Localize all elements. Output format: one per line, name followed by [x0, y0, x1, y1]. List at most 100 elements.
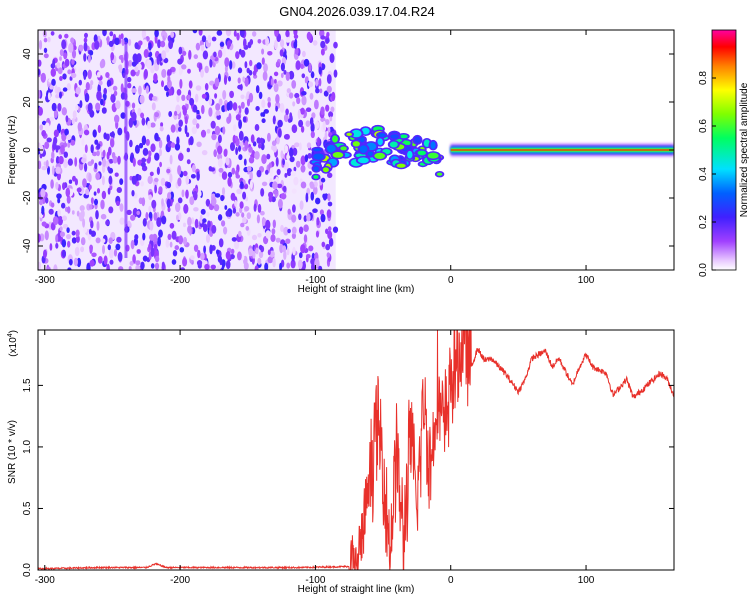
noise-blob	[190, 174, 196, 179]
noise-blob	[249, 39, 254, 45]
noise-blob	[295, 160, 301, 168]
noise-blob	[105, 220, 110, 226]
noise-blob	[327, 226, 332, 232]
noise-blob	[94, 198, 98, 206]
noise-blob	[168, 40, 174, 50]
noise-blob	[220, 195, 225, 202]
y-tick-label: 20	[22, 96, 33, 108]
noise-blob	[187, 94, 191, 101]
noise-blob	[84, 92, 90, 103]
noise-blob	[153, 73, 158, 83]
noise-blob	[208, 97, 213, 106]
noise-blob	[96, 143, 101, 150]
y-tick-label: -40	[22, 238, 33, 253]
noise-blob	[100, 213, 107, 220]
noise-blob	[154, 30, 159, 38]
noise-blob	[182, 50, 187, 56]
noise-blob	[58, 34, 62, 40]
noise-blob	[120, 56, 124, 64]
transition-blob	[351, 129, 362, 138]
noise-blob	[320, 40, 326, 49]
noise-blob	[161, 50, 167, 60]
noise-blob	[195, 85, 202, 91]
noise-blob	[284, 145, 289, 153]
noise-blob	[53, 129, 60, 138]
noise-blob	[57, 209, 61, 217]
transition-blob	[414, 136, 421, 144]
noise-blob	[142, 39, 148, 48]
noise-blob	[297, 109, 301, 120]
noise-blob	[90, 220, 94, 229]
noise-blob	[189, 226, 192, 236]
noise-blob	[234, 135, 239, 142]
noise-blob	[143, 49, 149, 58]
noise-blob	[327, 230, 333, 240]
noise-blob	[225, 30, 232, 37]
noise-blob	[177, 197, 183, 204]
noise-blob	[108, 158, 114, 164]
noise-blob	[75, 86, 81, 95]
noise-blob	[280, 72, 284, 79]
noise-blob	[303, 58, 310, 67]
noise-blob	[291, 232, 296, 239]
noise-blob	[218, 171, 222, 177]
steady-tone	[450, 143, 674, 157]
x-tick-label: -300	[35, 575, 55, 586]
noise-blob	[101, 190, 107, 200]
noise-blob	[102, 158, 107, 167]
noise-blob	[324, 119, 330, 125]
noise-blob	[130, 239, 135, 250]
noise-blob	[96, 188, 101, 194]
noise-blob	[196, 171, 200, 181]
noise-blob	[154, 255, 160, 263]
noise-blob	[285, 238, 291, 244]
noise-blob	[61, 39, 67, 50]
noise-blob	[115, 100, 121, 110]
noise-blob	[231, 167, 236, 175]
noise-blob	[252, 70, 257, 76]
noise-blob	[240, 101, 245, 109]
noise-blob	[147, 175, 153, 185]
noise-blob	[154, 177, 159, 183]
noise-blob	[141, 197, 146, 207]
noise-blob	[227, 176, 232, 187]
noise-blob	[219, 41, 225, 47]
noise-blob	[169, 173, 173, 184]
transition-blob	[378, 133, 386, 138]
noise-blob	[161, 261, 165, 270]
noise-blob	[140, 181, 144, 187]
noise-blob	[45, 197, 49, 204]
noise-blob	[131, 111, 137, 122]
noise-blob	[288, 92, 294, 99]
transition-blob	[313, 153, 324, 160]
noise-blob	[83, 37, 88, 43]
noise-blob	[312, 208, 318, 213]
noise-blob	[226, 40, 232, 48]
noise-blob	[147, 120, 151, 130]
noise-blob	[44, 122, 50, 132]
noise-blob	[78, 79, 83, 86]
noise-blob	[270, 234, 276, 243]
noise-blob	[50, 68, 56, 77]
noise-blob	[145, 138, 150, 146]
noise-blob	[145, 212, 149, 221]
noise-blob	[283, 134, 290, 140]
noise-blob	[109, 31, 114, 37]
noise-blob	[217, 134, 222, 144]
noise-blob	[217, 49, 223, 59]
noise-blob	[175, 202, 181, 213]
noise-blob	[129, 261, 134, 266]
noise-blob	[261, 48, 265, 55]
noise-blob	[238, 154, 243, 161]
noise-blob	[228, 113, 232, 123]
noise-blob	[294, 142, 300, 148]
noise-blob	[198, 30, 203, 36]
noise-blob	[67, 69, 72, 75]
noise-blob	[129, 175, 133, 181]
noise-blobs	[38, 30, 339, 270]
noise-blob	[176, 94, 180, 103]
noise-blob	[279, 102, 285, 113]
noise-blob	[95, 237, 101, 244]
noise-blob	[169, 154, 173, 165]
noise-blob	[131, 61, 137, 67]
